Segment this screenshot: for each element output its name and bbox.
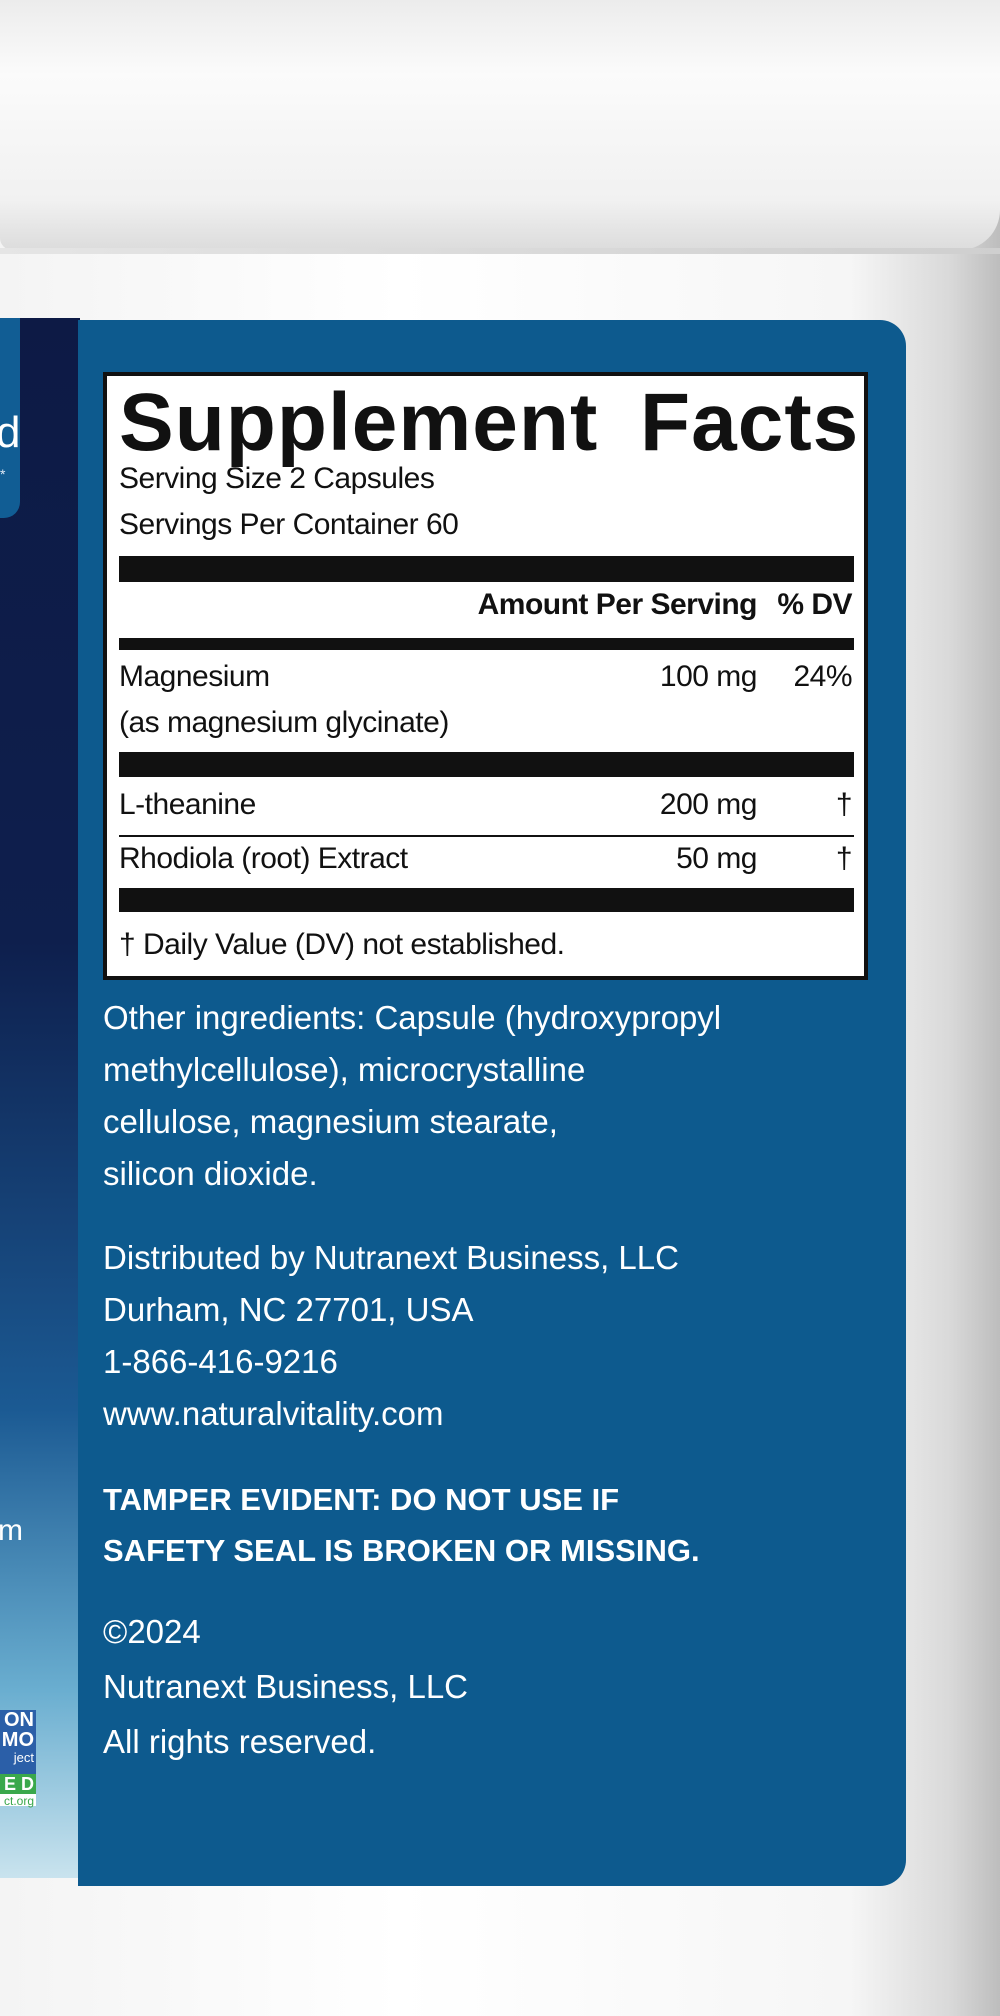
cap-ring: [0, 248, 1000, 254]
ingredient-amount: 100 mg: [659, 660, 758, 693]
distributor-info: Distributed by Nutranext Business, LLC D…: [103, 1232, 679, 1440]
servings-per-container: Servings Per Container 60: [119, 508, 459, 541]
ingredient-dv: †: [835, 788, 853, 821]
front-label-fragment-m: m: [0, 1514, 23, 1547]
text-line: Nutranext Business, LLC: [103, 1668, 469, 1705]
copyright: ©2024 Nutranext Business, LLC All rights…: [103, 1604, 468, 1769]
front-label-edge: d * m: [0, 318, 80, 1878]
ingredient-dv: 24%: [793, 660, 852, 693]
thick-divider: [119, 888, 854, 912]
ingredient-amount: 200 mg: [659, 788, 758, 821]
text-line: All rights reserved.: [103, 1723, 377, 1760]
header-amount: Amount Per Serving: [477, 588, 758, 621]
badge-verified: E D: [0, 1774, 36, 1794]
supplement-facts-panel: Supplement Facts Serving Size 2 Capsules…: [103, 372, 868, 980]
dv-footnote: † Daily Value (DV) not established.: [119, 928, 565, 961]
thick-divider: [119, 556, 854, 582]
medium-divider: [119, 638, 854, 650]
text-line: TAMPER EVIDENT: DO NOT USE IF: [103, 1482, 620, 1517]
text-line: methylcellulose), microcrystalline: [103, 1051, 586, 1088]
thin-divider: [119, 835, 854, 837]
ingredient-amount: 50 mg: [676, 842, 757, 875]
ingredient-name: Magnesium: [119, 660, 270, 693]
non-gmo-badge: ON MO ject E D ct.org: [0, 1710, 36, 1808]
text-line: Durham, NC 27701, USA: [103, 1291, 474, 1328]
ingredient-name: L-theanine: [119, 788, 256, 821]
text-line: cellulose, magnesium stearate,: [103, 1103, 558, 1140]
bottle-cap: [0, 0, 1000, 250]
ingredient-source: (as magnesium glycinate): [119, 706, 449, 739]
tamper-warning: TAMPER EVIDENT: DO NOT USE IF SAFETY SEA…: [103, 1474, 700, 1576]
front-label-fragment: d: [0, 408, 21, 457]
badge-url: ct.org: [3, 1794, 34, 1808]
ingredient-name: Rhodiola (root) Extract: [119, 842, 408, 875]
text-line: Distributed by Nutranext Business, LLC: [103, 1239, 679, 1276]
thick-divider: [119, 752, 854, 777]
text-line: Other ingredients: Capsule (hydroxypropy…: [103, 999, 722, 1036]
front-label-asterisk: *: [0, 466, 6, 482]
text-line: silicon dioxide.: [103, 1155, 318, 1192]
phone-number: 1-866-416-9216: [103, 1343, 338, 1380]
text-line: SAFETY SEAL IS BROKEN OR MISSING.: [103, 1533, 700, 1568]
other-ingredients: Other ingredients: Capsule (hydroxypropy…: [103, 992, 721, 1200]
serving-size: Serving Size 2 Capsules: [119, 462, 435, 495]
ingredient-dv: †: [835, 842, 853, 875]
badge-line: ON: [4, 1710, 34, 1731]
text-line: ©2024: [103, 1613, 201, 1650]
front-label-tab: [0, 318, 20, 518]
header-dv: % DV: [777, 588, 852, 621]
badge-line: MO: [1, 1729, 34, 1751]
facts-title: Supplement Facts: [119, 377, 860, 468]
badge-line: ject: [13, 1750, 34, 1765]
website: www.naturalvitality.com: [103, 1395, 444, 1432]
